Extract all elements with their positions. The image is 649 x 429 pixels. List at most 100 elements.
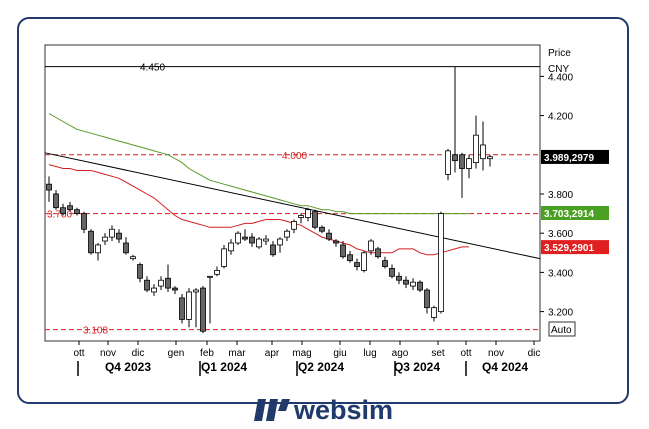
month-label: lug	[363, 348, 376, 359]
month-label: ago	[392, 348, 409, 359]
month-label: dic	[132, 348, 145, 359]
candle-body	[151, 287, 157, 293]
month-label: apr	[265, 348, 280, 359]
candle-body	[67, 205, 73, 211]
candle-body	[417, 281, 423, 291]
price-tick-label: 4.200	[548, 112, 573, 123]
price-tag-label: 3.529,2901	[544, 243, 594, 254]
month-label: nov	[100, 348, 116, 359]
month-label: mar	[228, 348, 246, 359]
candle-body	[179, 297, 185, 320]
candle-body	[445, 150, 451, 175]
candle-body	[459, 154, 465, 169]
moving-average-fast	[48, 164, 469, 256]
candle-body	[214, 270, 220, 275]
candle-body	[305, 209, 311, 218]
candle-body	[375, 248, 381, 258]
price-tag	[541, 149, 609, 164]
month-label: giu	[333, 348, 346, 359]
axis-unit: CNY	[548, 64, 569, 75]
candle-body	[487, 156, 493, 160]
candle-body	[200, 287, 206, 332]
candle-body	[60, 207, 66, 214]
candle-body	[277, 238, 283, 246]
candle-body	[389, 268, 395, 277]
candle-body	[193, 289, 199, 293]
auto-button[interactable]	[548, 321, 576, 337]
websim-logo-icon	[254, 399, 290, 421]
price-tick-label: 3.200	[548, 308, 573, 319]
price-tag-label: 3.989,2979	[544, 153, 594, 164]
candle-body	[172, 287, 178, 291]
candle-body	[361, 252, 367, 271]
candle-body	[228, 242, 234, 252]
quarter-label: Q3 2024	[394, 360, 440, 374]
price-tick-label: 3.800	[548, 190, 573, 201]
websim-logo: websim	[254, 395, 393, 425]
price-tick-label: 4.400	[548, 72, 573, 83]
candle-body	[291, 221, 297, 230]
candle-body	[403, 279, 409, 285]
candle-body	[410, 281, 416, 287]
candle-body	[144, 279, 150, 291]
candle-body	[319, 226, 325, 232]
candle-body	[431, 307, 437, 318]
month-label: mag	[292, 348, 311, 359]
candle-body	[249, 236, 255, 244]
candle-body	[333, 240, 339, 244]
month-label: ott	[460, 348, 471, 359]
quarter-label: Q4 2023	[105, 360, 151, 374]
candle-body	[242, 236, 248, 240]
price-tag	[541, 205, 609, 220]
candle-body	[480, 144, 486, 160]
candle-body	[116, 232, 122, 240]
month-label: set	[431, 348, 445, 359]
candle-body	[347, 254, 353, 262]
candle-body	[46, 183, 52, 191]
candle-body	[165, 277, 171, 289]
candle-body	[53, 193, 59, 209]
candle-body	[312, 211, 318, 228]
candle-body	[81, 213, 87, 230]
candle-body	[382, 260, 388, 267]
candle-body	[235, 232, 241, 244]
quarter-label: Q1 2024	[201, 360, 247, 374]
price-tick-label: 3.400	[548, 268, 573, 279]
price-tag-label: 3.703,2914	[544, 209, 594, 220]
level-label: 4.000	[282, 151, 307, 162]
candle-body	[137, 264, 143, 279]
candle-body	[340, 244, 346, 258]
month-label: ott	[73, 348, 84, 359]
quarter-label: Q4 2024	[482, 360, 528, 374]
trendline	[44, 152, 541, 260]
candle-body	[473, 134, 479, 164]
candle-body	[354, 262, 360, 267]
candle-body	[158, 279, 164, 287]
candle-body	[270, 244, 276, 256]
candle-body	[109, 228, 115, 238]
candle-body	[298, 215, 304, 218]
candle-body	[452, 154, 458, 162]
candle-body	[396, 275, 402, 281]
auto-button-label: Auto	[551, 325, 572, 336]
candle-body	[102, 236, 108, 242]
candle-body	[466, 158, 472, 169]
level-label: 4.450	[140, 63, 165, 74]
axis-title: Price	[548, 48, 571, 59]
level-label: 3.700	[47, 210, 72, 221]
candle-body	[256, 238, 262, 248]
candle-body	[95, 244, 101, 254]
price-tag	[541, 240, 609, 255]
candle-body	[88, 230, 94, 254]
candle-body	[284, 230, 290, 238]
price-chart: 4.450 4.000 3.700 3.108 Price CNY 3.200 3.400 3.…	[44, 44, 609, 376]
candle-body	[123, 242, 129, 254]
candle-body	[438, 213, 444, 312]
candle-body	[186, 291, 192, 320]
candle-body	[368, 240, 374, 252]
brand-name: websim	[293, 395, 393, 425]
candle-body	[74, 209, 80, 214]
candle-body	[221, 248, 227, 267]
moving-average-slow	[48, 113, 469, 215]
level-label: 3.108	[83, 326, 108, 337]
